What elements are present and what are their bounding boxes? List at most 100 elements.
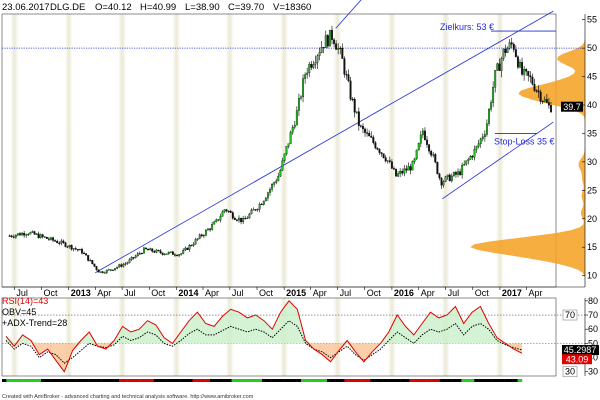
- rsi-line: [5, 300, 523, 373]
- header-date: 23.06.2017: [2, 2, 50, 13]
- candle-body: [386, 160, 389, 162]
- adx-trend-segment: [392, 379, 397, 382]
- candle-body: [537, 90, 540, 93]
- candle-body: [68, 245, 71, 247]
- adx-trend-segment: [500, 379, 505, 382]
- candle-body: [378, 149, 381, 153]
- candle-body: [481, 136, 484, 139]
- adx-trend-segment: [465, 379, 471, 382]
- adx-trend-segment: [149, 379, 154, 382]
- time-band: [333, 14, 342, 287]
- adx-trend-segment: [28, 379, 33, 382]
- candle-body: [318, 52, 321, 56]
- candle-body: [140, 253, 143, 255]
- candle-body: [355, 111, 358, 113]
- adx-trend-segment: [409, 379, 414, 382]
- legend-rsi: RSI(14)=43: [2, 296, 48, 306]
- date-tick-label: Jul: [232, 288, 244, 298]
- adx-trend-segment: [71, 379, 76, 382]
- candle-body: [442, 181, 445, 186]
- candle-body: [302, 78, 305, 98]
- candle-body: [413, 158, 416, 162]
- candle-body: [333, 39, 335, 44]
- adx-trend-segment: [374, 379, 380, 382]
- candle-body: [176, 254, 178, 257]
- candle-body: [101, 271, 104, 273]
- price-tick-label: 20: [587, 214, 597, 224]
- obv-last-tag: [562, 345, 599, 356]
- candle-body: [326, 35, 329, 47]
- adx-trend-segment: [123, 379, 128, 382]
- candle-body: [457, 171, 459, 175]
- adx-trend-segment: [474, 379, 479, 382]
- candle-body: [254, 209, 257, 211]
- date-tick-label: Apr: [205, 288, 219, 298]
- adx-trend-segment: [106, 379, 111, 382]
- adx-trend-segment: [266, 379, 271, 382]
- candle-body: [112, 269, 114, 271]
- adx-trend-segment: [171, 379, 176, 382]
- indicator-level-box: [562, 366, 578, 378]
- indicator-pane-frame: [1, 297, 557, 377]
- candle-body: [529, 75, 532, 78]
- candle-body: [506, 48, 509, 53]
- candle-body: [143, 247, 145, 254]
- candle-body: [105, 269, 108, 273]
- candle-body: [521, 62, 524, 75]
- date-tick-label: 2014: [178, 288, 198, 298]
- candle-body: [95, 266, 98, 270]
- adx-trend-segment: [23, 379, 29, 382]
- candle-body: [463, 164, 466, 166]
- candle-body: [370, 135, 373, 138]
- candle-body: [138, 253, 141, 255]
- candle-body: [328, 29, 331, 47]
- adx-trend-segment: [54, 379, 59, 382]
- candle-body: [533, 83, 536, 91]
- adx-trend-segment: [58, 379, 63, 382]
- candle-body: [167, 252, 170, 254]
- candle-body: [283, 153, 286, 161]
- candle-body: [374, 142, 377, 149]
- candle-body: [130, 257, 133, 260]
- time-band: [172, 14, 181, 287]
- date-tick-label: Apr: [528, 288, 542, 298]
- header-close: C=39.70: [228, 2, 264, 13]
- adx-trend-segment: [517, 379, 523, 382]
- candle-body: [211, 224, 214, 230]
- candle-body: [467, 158, 470, 161]
- candle-body: [153, 251, 156, 253]
- candle-body: [473, 148, 476, 158]
- candle-body: [58, 242, 61, 244]
- adx-trend-segment: [41, 379, 46, 382]
- adx-trend-segment: [348, 379, 354, 382]
- adx-trend-segment: [84, 379, 89, 382]
- indicator-level-label: 30: [565, 367, 575, 377]
- candle-body: [196, 238, 199, 240]
- adx-trend-segment: [153, 379, 159, 382]
- rsi-last-value: 43.09: [566, 354, 589, 364]
- adx-trend-segment: [218, 379, 224, 382]
- candle-body: [353, 98, 356, 113]
- date-tick-label: 2017: [502, 288, 522, 298]
- candle-body: [531, 76, 534, 85]
- candle-body: [543, 99, 546, 102]
- candle-body: [384, 157, 387, 162]
- adx-trend-segment: [413, 379, 419, 382]
- candle-body: [322, 47, 325, 49]
- candle-body: [149, 248, 152, 251]
- adx-trend-segment: [335, 379, 341, 382]
- adx-trend-segment: [305, 379, 310, 382]
- candle-body: [93, 263, 96, 267]
- adx-trend-segment: [439, 379, 445, 382]
- candle-body: [465, 160, 468, 165]
- candle-body: [485, 123, 488, 135]
- candle-body: [184, 247, 187, 251]
- candle-body: [527, 71, 530, 76]
- adx-trend-segment: [10, 379, 16, 382]
- adx-trend-segment: [314, 379, 319, 382]
- candle-body: [287, 143, 290, 147]
- rsi-bullish-fill: [6, 300, 522, 344]
- candle-body: [240, 217, 243, 223]
- adx-trend-segment: [327, 379, 332, 382]
- adx-trend-segment: [67, 379, 72, 382]
